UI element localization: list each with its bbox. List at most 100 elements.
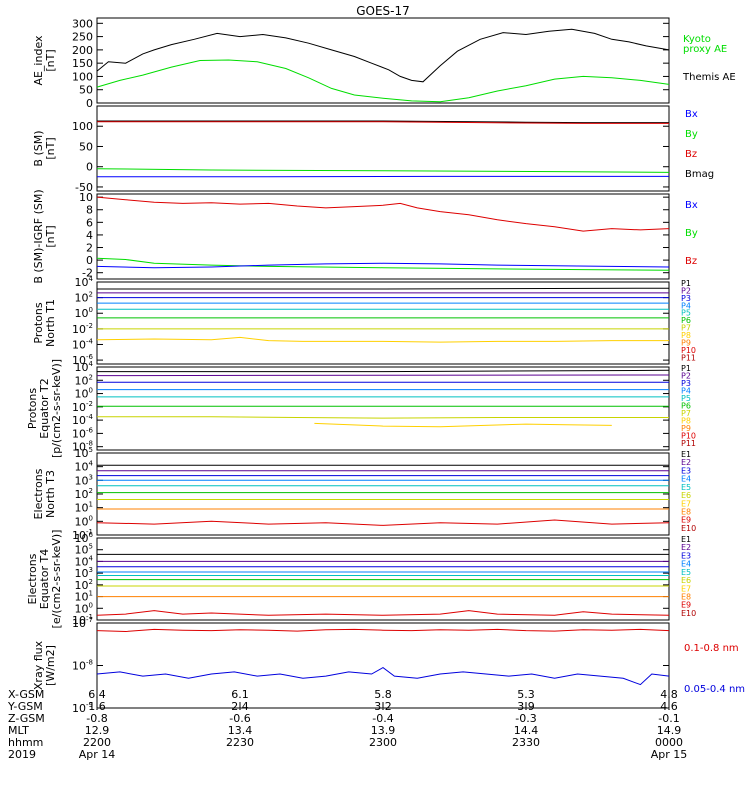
- x-row-value: -0.6: [229, 712, 250, 725]
- series-line: [96, 628, 670, 633]
- y-tick-exponent: 2: [89, 578, 93, 586]
- x-row-value: 2.4: [231, 700, 249, 713]
- x-row-value: -0.4: [372, 712, 393, 725]
- x-row-value: 2230: [226, 736, 254, 749]
- x-row-value: 5.3: [517, 688, 535, 701]
- y-tick-label: 10-2: [72, 400, 93, 414]
- legend-label: E4: [681, 475, 691, 484]
- y-tick-label: 100: [75, 387, 93, 401]
- x-row-value: 12.9: [85, 724, 110, 737]
- x-row-value: Apr 14: [79, 748, 116, 761]
- y-axis-label: [W/m2]: [44, 645, 57, 686]
- y-tick-label: 4: [86, 229, 93, 242]
- series-line: [96, 374, 670, 377]
- y-tick-exponent: 0: [89, 387, 93, 395]
- y-tick-label: 104: [75, 360, 94, 374]
- legend-label: Bz: [685, 149, 697, 160]
- y-tick-label: 102: [75, 291, 93, 305]
- y-axis-label: Equator T2: [38, 378, 51, 438]
- legend-label: P4: [681, 387, 691, 396]
- y-axis-label: North T3: [44, 470, 57, 518]
- y-tick-label: 10-2: [72, 322, 93, 336]
- legend-label: E7: [681, 584, 691, 593]
- legend-label: E1: [681, 450, 691, 459]
- x-row-value: 13.4: [228, 724, 253, 737]
- legend-label: P1: [681, 364, 691, 373]
- x-row-value: -0.8: [86, 712, 107, 725]
- y-tick-label: 102: [75, 578, 93, 592]
- x-row-value: 14.9: [657, 724, 682, 737]
- y-tick-label: 10-6: [72, 426, 94, 440]
- legend-label: E3: [681, 551, 691, 560]
- y-tick-exponent: 3: [89, 566, 93, 574]
- legend-label: Bz: [685, 256, 697, 267]
- legend-label: P11: [681, 353, 696, 362]
- y-tick-exponent: 3: [89, 473, 93, 481]
- x-row-value: 1.6: [88, 700, 106, 713]
- y-tick-exponent: 5: [89, 446, 93, 454]
- legend-label: P8: [681, 417, 691, 426]
- legend-label: By: [685, 228, 698, 239]
- y-tick-label: 103: [75, 566, 93, 580]
- y-tick-label: 200: [72, 44, 93, 57]
- y-axis-label: Protons: [32, 302, 45, 343]
- series-line: [97, 120, 669, 124]
- x-row-label: 2019: [8, 748, 36, 761]
- series-line: [96, 610, 670, 616]
- y-tick-label: 100: [75, 306, 93, 320]
- series-line: [97, 369, 670, 373]
- y-axis-label: B (SM)-IGRF (SM): [32, 189, 45, 283]
- y-tick-label: 50: [79, 84, 93, 97]
- x-row-value: 13.9: [371, 724, 396, 737]
- y-tick-label: 102: [75, 487, 93, 501]
- y-tick-exponent: -1: [86, 528, 93, 536]
- panel-frame: [96, 281, 670, 365]
- series-line: [96, 59, 670, 103]
- y-tick-label: 0: [86, 97, 93, 110]
- y-tick-label: 0: [86, 161, 93, 174]
- legend-label: P5: [681, 394, 691, 403]
- legend-label: E7: [681, 499, 691, 508]
- legend-label: E10: [681, 609, 696, 618]
- y-tick-exponent: 0: [89, 514, 93, 522]
- y-tick-label: 104: [75, 460, 94, 474]
- y-tick-label: 105: [75, 446, 93, 460]
- y-axis-label: [nT]: [44, 225, 57, 247]
- x-row-value: 4.8: [660, 688, 678, 701]
- legend-label: E1: [681, 535, 691, 544]
- series-line: [96, 262, 670, 269]
- figure-title: GOES-17: [356, 4, 410, 18]
- x-row-value: 14.4: [514, 724, 539, 737]
- legend-label: P11: [681, 439, 696, 448]
- series-line: [96, 28, 670, 83]
- y-axis-label: Electrons: [32, 468, 45, 519]
- y-tick-exponent: 0: [89, 306, 93, 314]
- series-line: [96, 196, 670, 232]
- y-tick-exponent: -8: [86, 440, 93, 448]
- x-row-label: MLT: [8, 724, 29, 737]
- x-row-label: hhmm: [8, 736, 43, 749]
- y-tick-label: -2: [82, 267, 93, 280]
- y-tick-exponent: 4: [89, 275, 94, 283]
- y-tick-exponent: 5: [89, 543, 93, 551]
- legend-label: P6: [681, 316, 691, 325]
- y-tick-label: 10-4: [72, 337, 94, 351]
- y-tick-exponent: 4: [89, 460, 94, 468]
- legend-label: E8: [681, 592, 691, 601]
- y-tick-exponent: -9: [86, 701, 93, 709]
- legend-label: P7: [681, 324, 691, 333]
- x-row-value: Apr 15: [651, 748, 688, 761]
- legend-label: E5: [681, 483, 691, 492]
- legend-label: E5: [681, 568, 691, 577]
- y-axis-label: Protons: [26, 388, 39, 429]
- legend-label: E3: [681, 466, 691, 475]
- y-axis-label: AE_index: [32, 35, 45, 86]
- y-axis-label: [e/(cm2-s-sr-keV)]: [50, 530, 63, 629]
- panel-frame: [96, 193, 670, 280]
- y-tick-exponent: 4: [89, 360, 94, 368]
- y-tick-exponent: -1: [86, 613, 93, 621]
